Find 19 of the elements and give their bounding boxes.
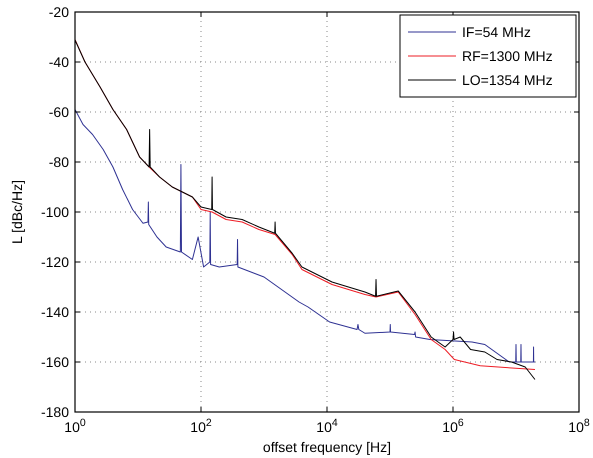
x-axis-title: offset frequency [Hz] <box>262 439 392 455</box>
x-tick-label: 10$^{0}$ <box>64 417 86 435</box>
legend-label: RF=1300 MHz <box>462 48 553 64</box>
x-tick-label: 10$^{4}$ <box>316 417 338 435</box>
y-tick-label: -160 <box>40 354 70 370</box>
y-axis-title: L [dBc/Hz] <box>9 180 25 244</box>
legend-label: IF=54 MHz <box>462 24 531 40</box>
x-tick-label: 10$^{8}$ <box>568 417 590 435</box>
y-tick-label: -100 <box>40 204 70 220</box>
y-tick-label: -20 <box>48 4 70 20</box>
x-tick-label: 10$^{6}$ <box>442 417 464 435</box>
y-tick-label: -120 <box>40 254 70 270</box>
y-tick-label: -180 <box>40 404 70 420</box>
y-tick-label: -140 <box>40 304 70 320</box>
y-tick-label: -40 <box>48 54 70 70</box>
legend-label: LO=1354 MHz <box>462 72 553 88</box>
y-tick-label: -60 <box>48 104 70 120</box>
x-tick-label: 10$^{2}$ <box>190 417 212 435</box>
y-tick-label: -80 <box>48 154 70 170</box>
